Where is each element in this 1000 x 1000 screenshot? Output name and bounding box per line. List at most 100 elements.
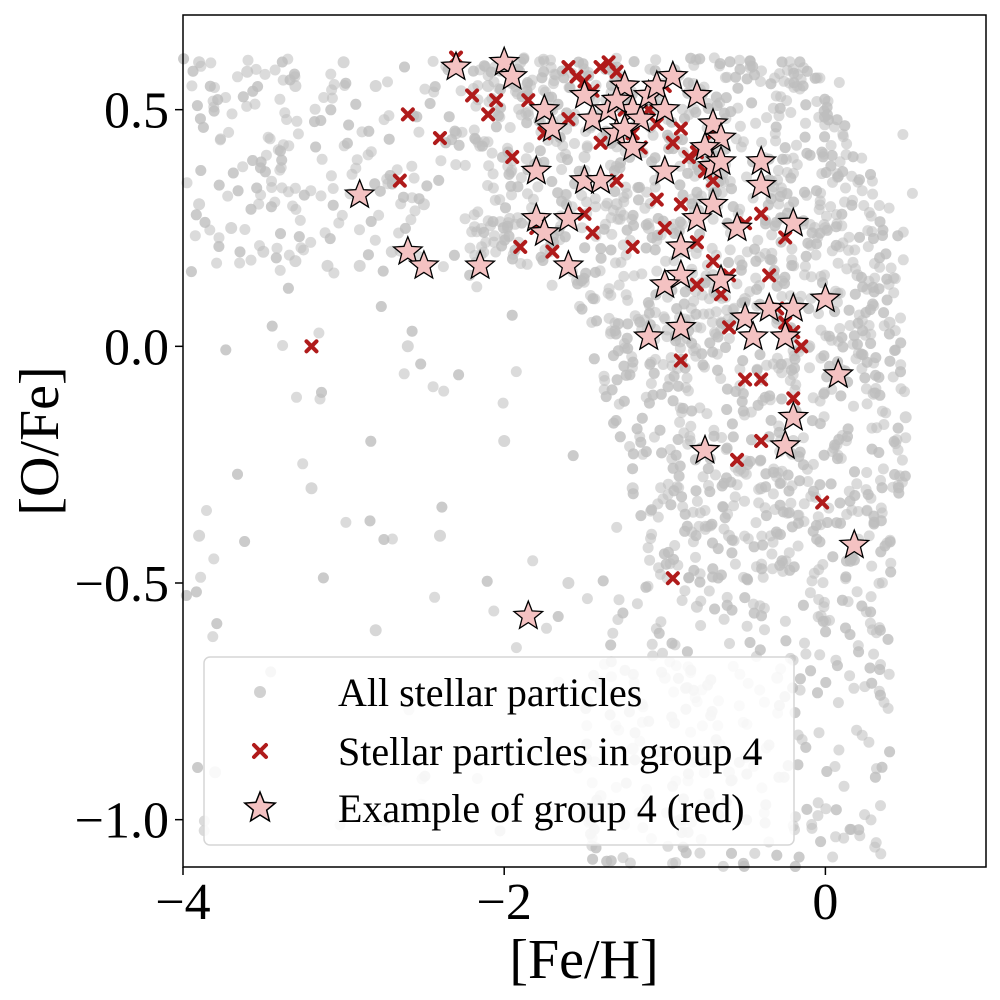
bg-particle-point	[500, 202, 511, 214]
bg-particle-point	[815, 836, 827, 848]
bg-particle-point	[757, 539, 769, 551]
example-star-point	[568, 78, 601, 110]
bg-particle-point	[895, 383, 907, 395]
bg-particle-point	[453, 139, 465, 151]
bg-particle-point	[844, 629, 856, 640]
bg-particle-point	[801, 147, 813, 159]
bg-particle-point	[521, 258, 533, 270]
bg-particle-point	[765, 414, 777, 426]
example-star-point	[343, 178, 376, 209]
legend-label-group-particles: Stellar particles in group 4	[338, 729, 762, 774]
bg-particle-point	[721, 591, 733, 603]
bg-particle-point	[697, 471, 709, 483]
bg-particle-point	[634, 316, 646, 328]
bg-particle-point	[297, 458, 309, 470]
bg-particle-point	[884, 355, 896, 367]
example-star-point	[696, 187, 729, 218]
bg-particle-point	[794, 673, 806, 685]
bg-particle-point	[717, 501, 729, 513]
bg-particle-point	[208, 553, 220, 565]
bg-particle-point	[783, 507, 795, 519]
bg-particle-point	[696, 348, 708, 360]
bg-particle-point	[818, 350, 830, 362]
bg-particle-point	[726, 418, 738, 430]
bg-particle-point	[691, 186, 703, 198]
bg-particle-point	[846, 504, 858, 516]
bg-particle-point	[863, 530, 875, 542]
bg-particle-point	[877, 230, 888, 241]
bg-particle-point	[413, 126, 425, 138]
bg-particle-point	[674, 416, 686, 428]
bg-particle-point	[719, 512, 731, 524]
group-particle-point	[730, 452, 745, 467]
bg-particle-point	[777, 153, 789, 165]
bg-particle-point	[737, 355, 749, 367]
bg-particle-point	[895, 366, 906, 378]
bg-particle-point	[527, 555, 539, 567]
bg-particle-point	[471, 281, 483, 293]
bg-particle-point	[821, 766, 833, 777]
bg-particle-point	[328, 267, 340, 279]
group-particle-point	[673, 197, 688, 212]
bg-particle-point	[848, 682, 860, 694]
bg-particle-point	[734, 363, 746, 375]
bg-particle-point	[856, 152, 868, 164]
bg-particle-point	[882, 633, 894, 645]
bg-particle-point	[818, 449, 830, 461]
bg-particle-point	[449, 125, 461, 137]
bg-particle-point	[728, 500, 740, 512]
bg-particle-point	[622, 318, 634, 330]
bg-particle-point	[656, 447, 668, 459]
bg-particle-point	[830, 804, 842, 816]
bg-particle-point	[654, 424, 666, 436]
bg-particle-point	[245, 203, 257, 215]
bg-particle-point	[767, 466, 779, 478]
bg-particle-point	[815, 324, 827, 336]
bg-particle-point	[749, 847, 761, 859]
bg-particle-point	[892, 422, 904, 434]
group-particle-point	[815, 495, 830, 510]
bg-particle-point	[635, 436, 647, 448]
bg-particle-point	[683, 572, 695, 584]
bg-particle-point	[849, 490, 861, 501]
bg-particle-point	[778, 75, 790, 87]
example-star-point	[729, 301, 762, 332]
group-particle-point	[569, 69, 584, 84]
bg-particle-point	[749, 243, 761, 255]
bg-particle-point	[729, 558, 741, 570]
bg-particle-point	[336, 209, 348, 221]
bg-particle-point	[419, 83, 431, 95]
bg-particle-point	[578, 151, 591, 163]
bg-particle-point	[213, 179, 225, 191]
bg-particle-point	[337, 56, 350, 69]
bg-particle-point	[232, 185, 244, 197]
x-tick-label: 0	[812, 874, 838, 931]
bg-particle-point	[506, 309, 518, 321]
group-particle-point	[593, 60, 608, 75]
bg-particle-point	[756, 530, 768, 542]
bg-particle-point	[900, 432, 912, 444]
bg-particle-point	[885, 557, 897, 569]
bg-particle-point	[190, 586, 202, 598]
bg-particle-point	[292, 128, 304, 140]
bg-particle-point	[470, 100, 482, 112]
bg-particle-point	[195, 571, 207, 583]
bg-particle-point	[522, 188, 533, 200]
bg-particle-point	[766, 229, 778, 241]
bg-particle-point	[859, 372, 871, 384]
bg-particle-point	[398, 191, 409, 203]
bg-particle-point	[326, 92, 338, 104]
bg-particle-point	[832, 697, 844, 709]
bg-particle-point	[536, 72, 548, 84]
bg-particle-point	[823, 330, 835, 342]
bg-particle-point	[857, 281, 869, 293]
bg-particle-point	[661, 324, 673, 336]
example-star-point	[704, 144, 738, 176]
bg-particle-point	[685, 420, 697, 432]
bg-particle-point	[469, 132, 481, 144]
bg-particle-point	[712, 364, 724, 376]
bg-particle-point	[690, 551, 701, 563]
bg-particle-point	[679, 113, 690, 125]
bg-particle-point	[429, 591, 441, 603]
bg-particle-point	[498, 435, 511, 447]
